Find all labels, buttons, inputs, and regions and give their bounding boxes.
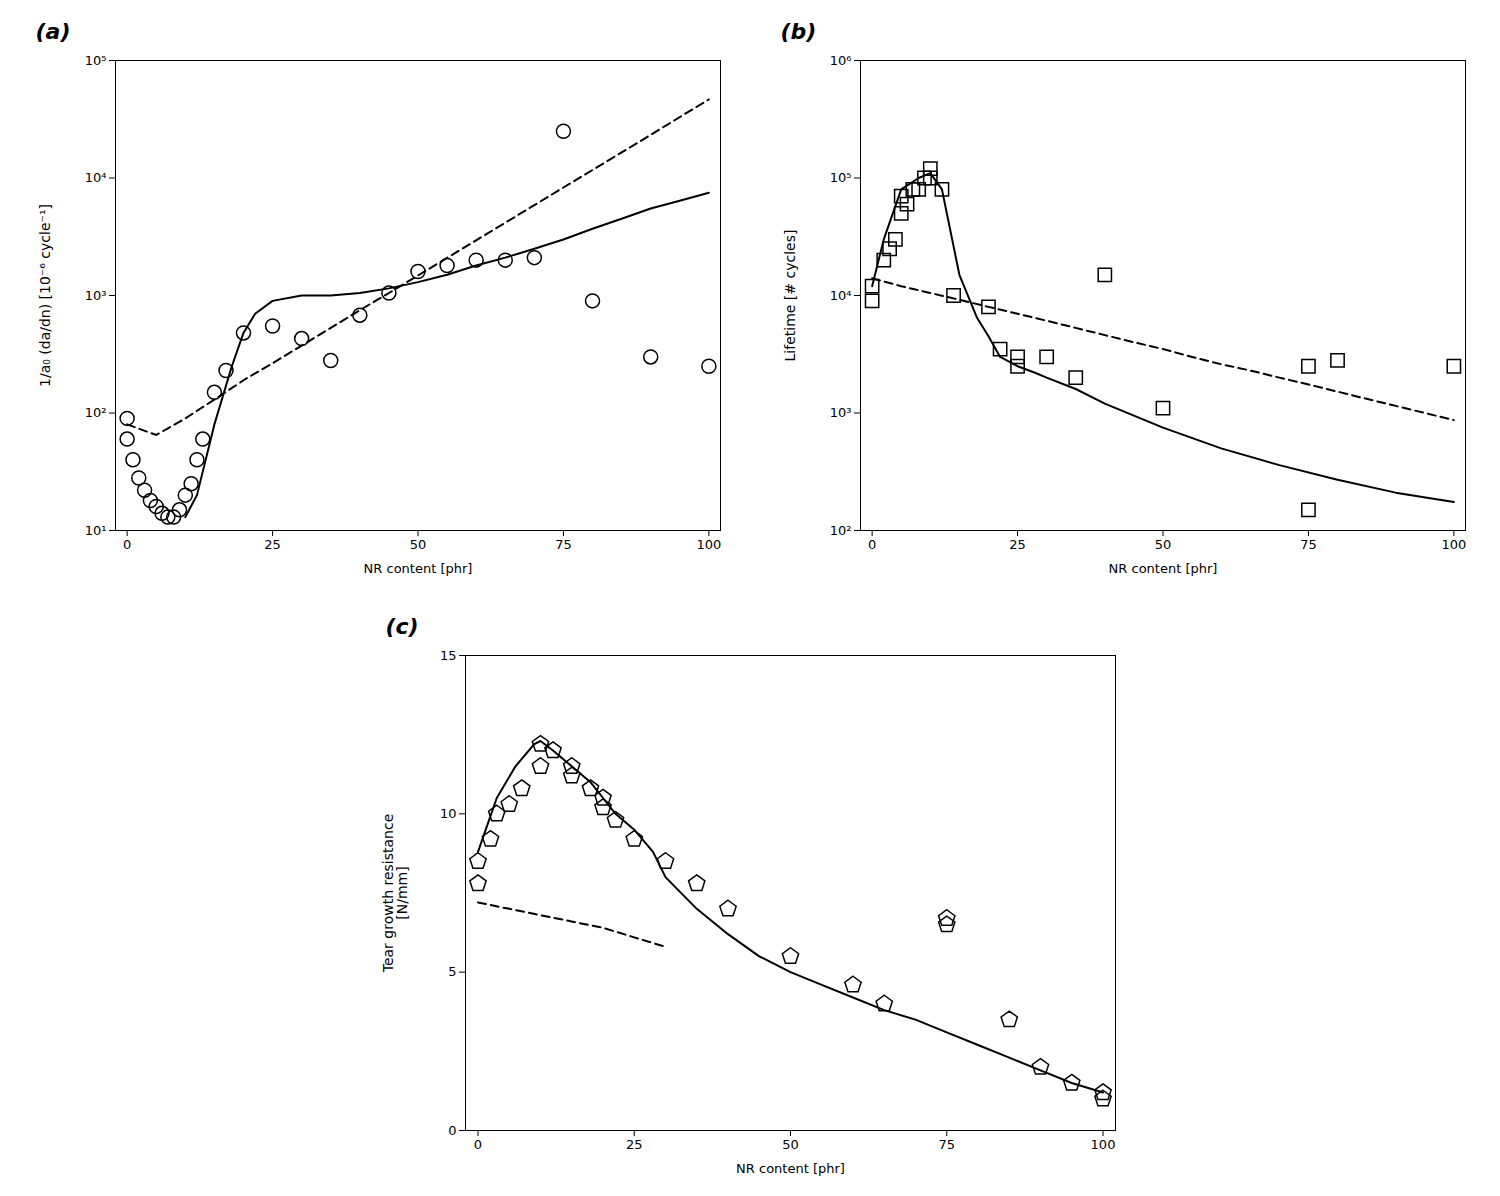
svg-text:10⁵: 10⁵ (830, 170, 852, 185)
svg-text:Tear growth resistance[N/mm]: Tear growth resistance[N/mm] (380, 814, 410, 974)
svg-text:75: 75 (938, 1137, 955, 1152)
svg-text:25: 25 (626, 1137, 643, 1152)
svg-text:0: 0 (448, 1123, 456, 1138)
svg-text:10²: 10² (830, 523, 852, 538)
svg-text:5: 5 (448, 964, 456, 979)
svg-text:50: 50 (1155, 537, 1172, 552)
svg-text:(b): (b) (781, 19, 817, 44)
svg-text:100: 100 (1441, 537, 1466, 552)
svg-text:(a): (a) (36, 19, 71, 44)
svg-text:50: 50 (410, 537, 427, 552)
svg-text:NR content [phr]: NR content [phr] (364, 561, 473, 576)
svg-text:25: 25 (264, 537, 281, 552)
svg-text:10⁴: 10⁴ (830, 288, 852, 303)
svg-text:(c): (c) (386, 614, 419, 639)
svg-text:10: 10 (440, 806, 457, 821)
svg-text:NR content [phr]: NR content [phr] (1109, 561, 1218, 576)
svg-text:0: 0 (123, 537, 131, 552)
svg-text:15: 15 (440, 648, 457, 663)
svg-text:50: 50 (782, 1137, 799, 1152)
svg-text:10³: 10³ (85, 288, 107, 303)
svg-text:0: 0 (474, 1137, 482, 1152)
svg-text:25: 25 (1009, 537, 1026, 552)
svg-text:0: 0 (868, 537, 876, 552)
svg-text:10⁴: 10⁴ (85, 170, 107, 185)
svg-text:10⁵: 10⁵ (85, 53, 107, 68)
svg-text:10¹: 10¹ (85, 523, 107, 538)
svg-text:1/a₀ (da/dn) [10⁻⁶ cycle⁻¹]: 1/a₀ (da/dn) [10⁻⁶ cycle⁻¹] (37, 204, 53, 387)
svg-text:10⁶: 10⁶ (830, 53, 852, 68)
svg-text:100: 100 (696, 537, 721, 552)
svg-text:Lifetime [# cycles]: Lifetime [# cycles] (782, 230, 798, 362)
svg-text:100: 100 (1091, 1137, 1116, 1152)
svg-text:75: 75 (1300, 537, 1317, 552)
svg-text:NR content [phr]: NR content [phr] (736, 1161, 845, 1176)
svg-text:10²: 10² (85, 405, 107, 420)
svg-text:10³: 10³ (830, 405, 852, 420)
svg-text:75: 75 (555, 537, 572, 552)
